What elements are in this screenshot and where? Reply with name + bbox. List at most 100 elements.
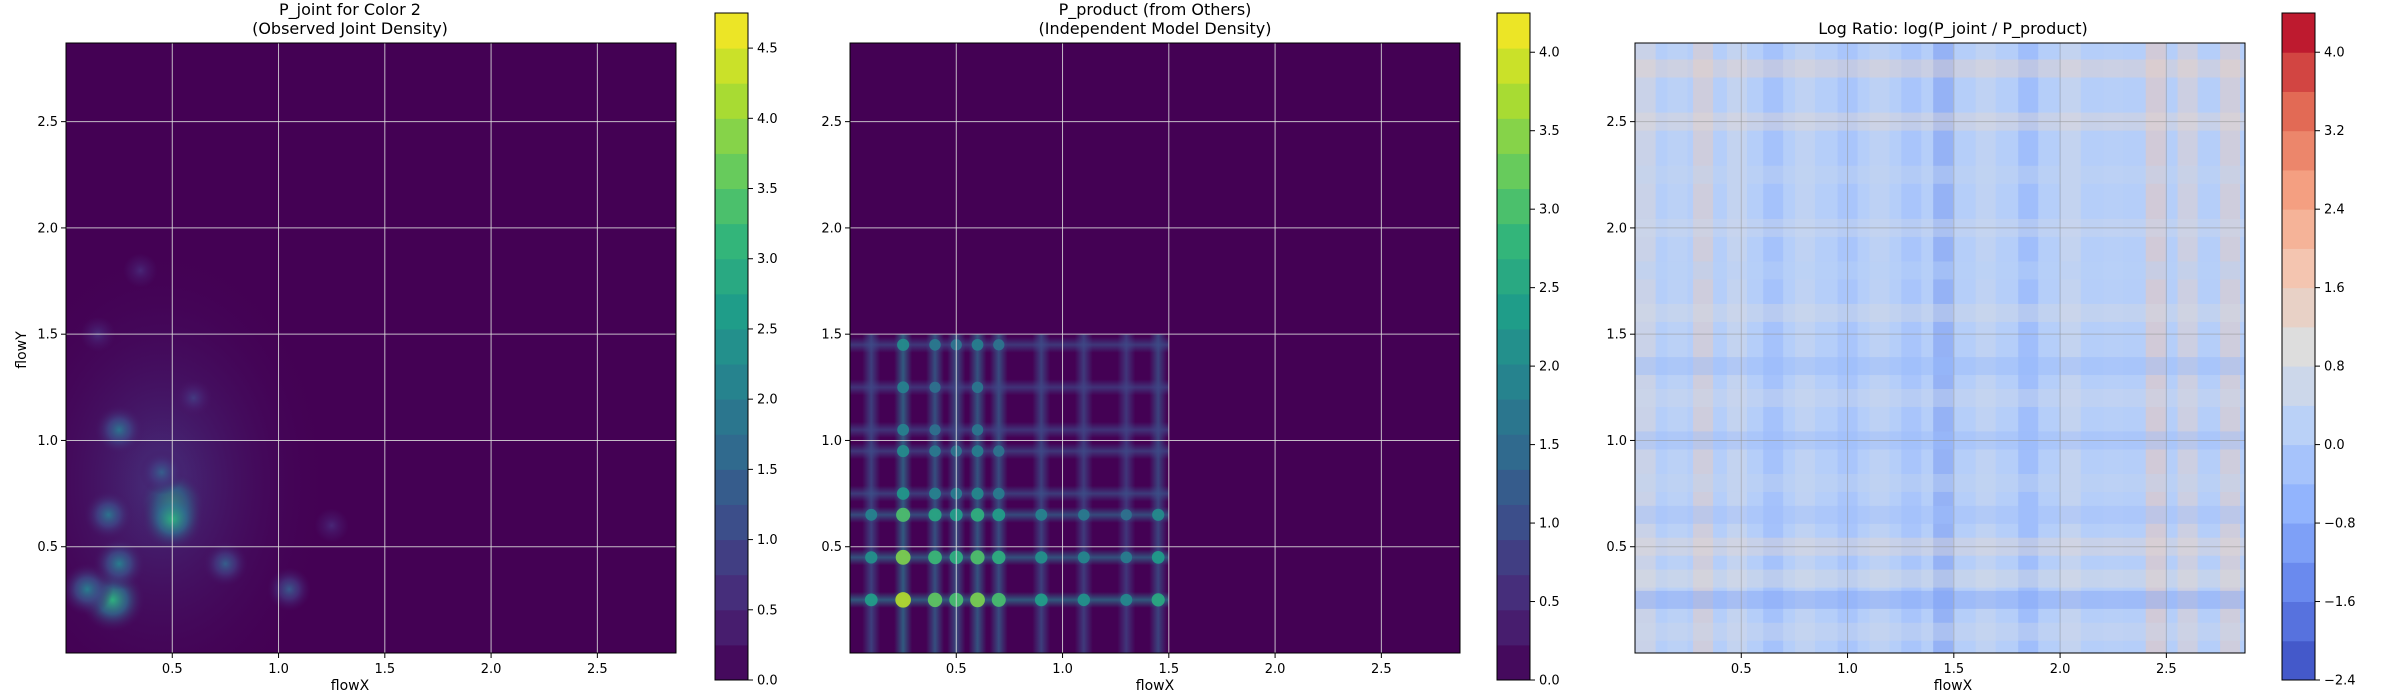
panel1-title-line2: (Observed Joint Density) — [252, 19, 448, 38]
colorbar-level — [715, 399, 748, 435]
panel1-ylabel: flowY — [14, 331, 30, 369]
colorbar-level — [715, 293, 748, 330]
ratio-column-band — [1869, 43, 1890, 653]
heatmap-background — [1635, 43, 2245, 653]
ratio-column-band — [2018, 43, 2039, 653]
colorbar-tick-label: 3.0 — [757, 252, 778, 267]
colorbar-level — [2282, 287, 2315, 328]
ratio-row-band — [1635, 59, 2245, 78]
colorbar-level — [1497, 48, 1530, 84]
panel1-plot-area — [66, 43, 676, 653]
y-tick-label: 2.5 — [821, 115, 842, 130]
density-peak — [895, 592, 911, 608]
density-peak — [1120, 551, 1133, 564]
density-peak — [1035, 508, 1048, 521]
colorbar-level — [1497, 469, 1530, 505]
density-hotspot — [267, 567, 311, 612]
colorbar-level — [1497, 293, 1530, 330]
density-peak — [865, 508, 878, 521]
density-hotspot — [174, 379, 213, 417]
colorbar-level — [715, 188, 748, 225]
density-peak — [971, 424, 984, 436]
panel2-title-line2: (Independent Model Density) — [1039, 19, 1272, 38]
density-peak — [992, 487, 1005, 500]
x-tick-label: 1.0 — [268, 662, 289, 677]
colorbar-tick-label: 1.0 — [1539, 517, 1560, 532]
colorbar-level — [715, 539, 748, 576]
panel1-colorbar: 0.0 0.5 1.0 1.5 2.0 2.5 3.0 3.5 4.0 4.5 — [714, 12, 778, 689]
colorbar-tick-label: −2.4 — [2324, 674, 2356, 689]
colorbar-tick-label: 1.5 — [757, 463, 778, 478]
ratio-row-band — [1635, 622, 2245, 641]
density-peak — [864, 593, 878, 607]
colorbar-tick-label: 3.5 — [757, 182, 778, 197]
colorbar-level — [1497, 83, 1530, 119]
grid — [1635, 43, 2245, 653]
colorbar-level — [2282, 248, 2315, 289]
density-peak — [971, 381, 984, 394]
plot-frame — [849, 42, 1461, 654]
ratio-column-band — [1667, 43, 1688, 653]
colorbar-tick-label: 0.0 — [2324, 438, 2345, 453]
y-tick-label: 1.0 — [821, 434, 842, 449]
colorbar-level — [2282, 169, 2315, 210]
panel-joint-density: P_joint for Color 2 (Observed Joint Dens… — [14, 0, 778, 694]
y-tick-label: 1.5 — [821, 328, 842, 343]
colorbar-tick-label: 4.5 — [757, 42, 778, 57]
panel1-title-line1: P_joint for Color 2 — [279, 0, 421, 20]
colorbar-level — [715, 644, 748, 681]
plot-frame — [65, 42, 677, 654]
density-peak — [1120, 509, 1132, 521]
x-tick-label: 2.0 — [1265, 662, 1286, 677]
colorbar-level — [1497, 223, 1530, 260]
density-peak — [897, 423, 910, 436]
panel3-axes: 0.5 1.0 1.5 2.0 2.5 0.5 1.0 1.5 2.0 2.5 — [1606, 42, 2246, 677]
density-peak — [971, 445, 984, 457]
density-hotspot — [83, 490, 134, 540]
panel2-xlabel: flowX — [1136, 678, 1175, 694]
heatmap-field — [850, 43, 1460, 653]
ratio-row-band — [1635, 165, 2245, 184]
colorbar-level — [2282, 13, 2315, 53]
density-peak — [993, 445, 1005, 457]
colorbar-tick-label: 3.2 — [2324, 124, 2345, 139]
colorbar-tick-label: 2.0 — [1539, 360, 1560, 375]
colorbar-level — [715, 223, 748, 260]
x-tick-label: 0.5 — [1731, 662, 1752, 677]
colorbar-level — [715, 434, 748, 470]
ratio-column-band — [1763, 43, 1784, 653]
colorbar-level — [715, 328, 748, 365]
y-tick-label: 2.5 — [37, 115, 58, 130]
density-row-band — [850, 506, 1169, 523]
density-peak — [927, 592, 943, 608]
colorbar-level — [2282, 209, 2315, 249]
density-peak — [992, 508, 1006, 522]
panel3-title: Log Ratio: log(P_joint / P_product) — [1818, 19, 2088, 39]
density-peak — [928, 550, 942, 565]
colorbar-frame — [1496, 12, 1531, 681]
ratio-row-band — [1635, 388, 2245, 407]
colorbar-level — [715, 469, 748, 505]
colorbar-tick-label: 1.6 — [2324, 281, 2345, 296]
density-row-band — [850, 336, 1169, 353]
density-hotspot — [314, 508, 349, 543]
density-peak — [1152, 508, 1165, 521]
x-tick-label: 1.5 — [1943, 662, 1964, 677]
colorbar-tick-label: 4.0 — [1539, 46, 1560, 61]
density-peak — [929, 487, 941, 500]
density-peak — [1077, 593, 1090, 607]
grid — [66, 43, 676, 653]
density-peak — [1035, 551, 1048, 564]
density-peak — [897, 381, 910, 394]
x-tick-label: 0.5 — [162, 662, 183, 677]
ratio-row-band — [1635, 569, 2245, 588]
colorbar-level — [2282, 366, 2315, 406]
colorbar-level — [2282, 562, 2315, 603]
colorbar-level — [2282, 52, 2315, 92]
density-row-band — [850, 421, 1169, 438]
density-peak — [1034, 593, 1048, 607]
panel3-colorbar: −2.4 −1.6 −0.8 0.0 0.8 1.6 2.4 3.2 4.0 — [2281, 12, 2356, 689]
panel-log-ratio: Log Ratio: log(P_joint / P_product) 0.5 1… — [1606, 12, 2356, 694]
colorbar-tick-label: 0.5 — [1539, 595, 1560, 610]
ratio-column-band — [1933, 43, 1954, 653]
